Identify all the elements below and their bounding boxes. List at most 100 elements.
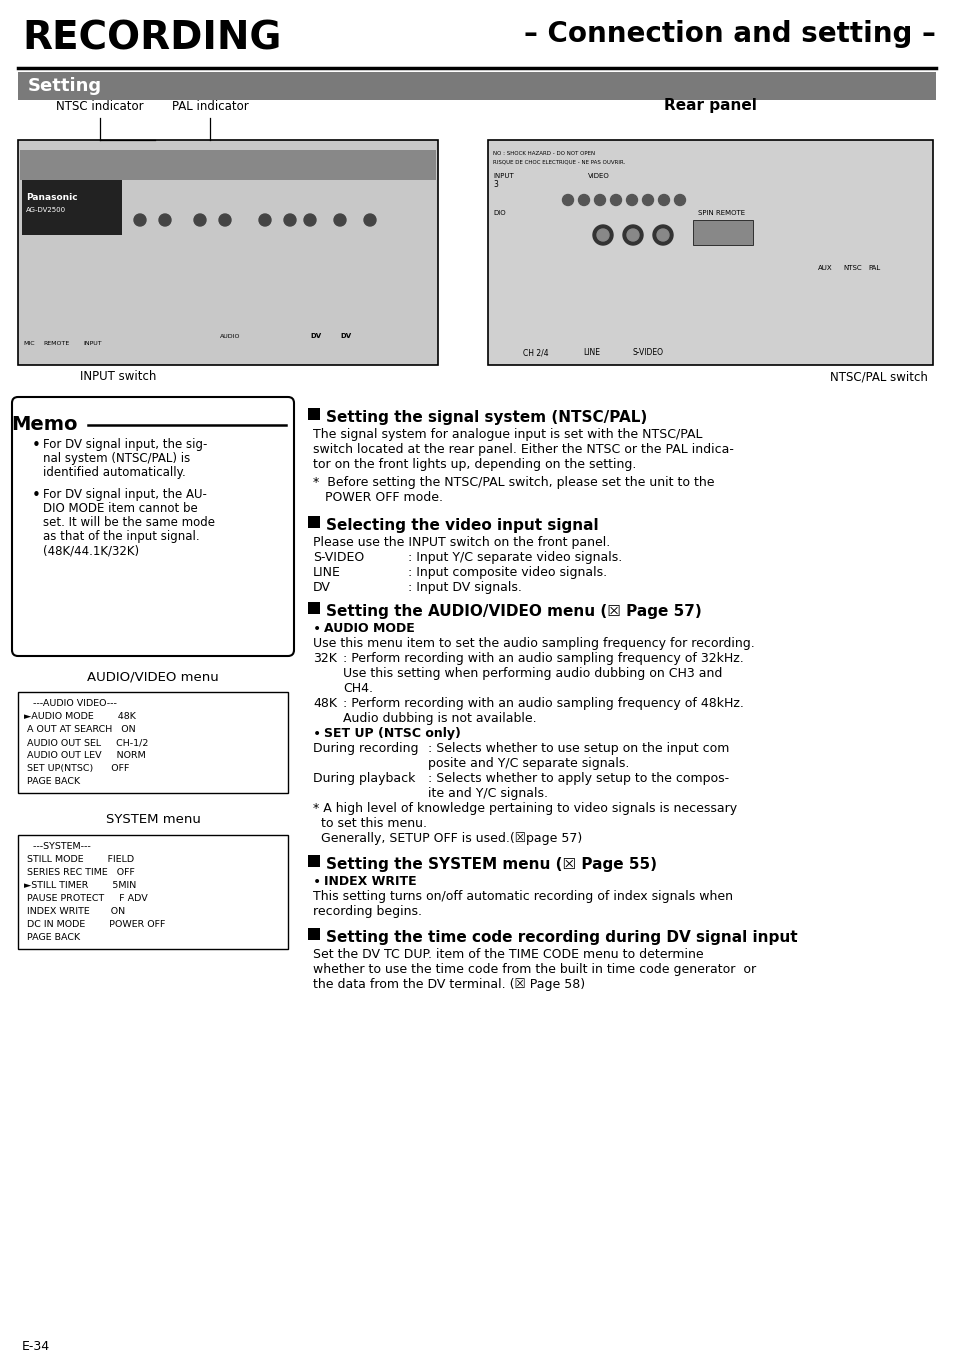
Text: INDEX WRITE       ON: INDEX WRITE ON bbox=[24, 907, 125, 917]
Text: AUDIO/VIDEO menu: AUDIO/VIDEO menu bbox=[87, 671, 218, 683]
Text: – Connection and setting –: – Connection and setting – bbox=[523, 20, 935, 49]
Text: DV: DV bbox=[313, 581, 331, 594]
Text: Use this menu item to set the audio sampling frequency for recording.: Use this menu item to set the audio samp… bbox=[313, 637, 754, 650]
Text: CH4.: CH4. bbox=[343, 681, 373, 695]
Text: AUX: AUX bbox=[817, 265, 832, 270]
Circle shape bbox=[594, 195, 605, 206]
Text: A OUT AT SEARCH   ON: A OUT AT SEARCH ON bbox=[24, 725, 135, 734]
Circle shape bbox=[658, 195, 669, 206]
Text: Setting the signal system (NTSC/PAL): Setting the signal system (NTSC/PAL) bbox=[326, 410, 646, 425]
Circle shape bbox=[641, 195, 653, 206]
Text: SET UP(NTSC)      OFF: SET UP(NTSC) OFF bbox=[24, 764, 130, 773]
Text: Panasonic: Panasonic bbox=[26, 193, 77, 201]
Text: AG-DV2500: AG-DV2500 bbox=[26, 207, 66, 214]
Text: Setting the AUDIO/VIDEO menu (☒ Page 57): Setting the AUDIO/VIDEO menu (☒ Page 57) bbox=[326, 604, 701, 619]
Text: : Perform recording with an audio sampling frequency of 48kHz.: : Perform recording with an audio sampli… bbox=[343, 698, 743, 710]
Text: REMOTE: REMOTE bbox=[43, 341, 70, 346]
Circle shape bbox=[657, 228, 668, 241]
Text: AUDIO OUT LEV     NORM: AUDIO OUT LEV NORM bbox=[24, 750, 146, 760]
Text: DIO MODE item cannot be: DIO MODE item cannot be bbox=[43, 502, 197, 515]
Text: ►STILL TIMER        5MIN: ►STILL TIMER 5MIN bbox=[24, 882, 136, 890]
Text: INDEX WRITE: INDEX WRITE bbox=[324, 875, 416, 888]
Text: S-VIDEO: S-VIDEO bbox=[313, 552, 364, 564]
Text: *  Before setting the NTSC/PAL switch, please set the unit to the: * Before setting the NTSC/PAL switch, pl… bbox=[313, 476, 714, 489]
Text: 3: 3 bbox=[493, 180, 497, 189]
Text: Generally, SETUP OFF is used.(☒page 57): Generally, SETUP OFF is used.(☒page 57) bbox=[313, 831, 581, 845]
Circle shape bbox=[304, 214, 315, 226]
Bar bbox=[18, 836, 288, 949]
Text: : Selects whether to apply setup to the compos-: : Selects whether to apply setup to the … bbox=[428, 772, 728, 786]
Text: Selecting the video input signal: Selecting the video input signal bbox=[326, 518, 598, 533]
Text: ite and Y/C signals.: ite and Y/C signals. bbox=[428, 787, 547, 800]
Text: PAGE BACK: PAGE BACK bbox=[24, 933, 80, 942]
Circle shape bbox=[562, 195, 573, 206]
Text: * A high level of knowledge pertaining to video signals is necessary: * A high level of knowledge pertaining t… bbox=[313, 802, 737, 815]
Text: as that of the input signal.: as that of the input signal. bbox=[43, 530, 199, 544]
Text: INPUT: INPUT bbox=[493, 173, 514, 178]
Text: SERIES REC TIME   OFF: SERIES REC TIME OFF bbox=[24, 868, 134, 877]
Bar bbox=[22, 180, 122, 235]
Text: tor on the front lights up, depending on the setting.: tor on the front lights up, depending on… bbox=[313, 458, 636, 470]
Bar bbox=[20, 150, 436, 180]
Text: NTSC indicator: NTSC indicator bbox=[56, 100, 144, 114]
Circle shape bbox=[219, 214, 231, 226]
Bar bbox=[18, 692, 288, 794]
Bar bbox=[308, 602, 319, 614]
Text: The signal system for analogue input is set with the NTSC/PAL: The signal system for analogue input is … bbox=[313, 429, 701, 441]
Text: (48K/44.1K/32K): (48K/44.1K/32K) bbox=[43, 544, 139, 557]
FancyBboxPatch shape bbox=[488, 141, 932, 365]
Text: Set the DV TC DUP. item of the TIME CODE menu to determine: Set the DV TC DUP. item of the TIME CODE… bbox=[313, 948, 703, 961]
Text: POWER OFF mode.: POWER OFF mode. bbox=[313, 491, 442, 504]
Text: •: • bbox=[32, 488, 41, 503]
Text: RECORDING: RECORDING bbox=[22, 20, 281, 58]
Text: RISQUE DE CHOC ELECTRIQUE - NE PAS OUVRIR.: RISQUE DE CHOC ELECTRIQUE - NE PAS OUVRI… bbox=[493, 160, 624, 164]
Text: SYSTEM menu: SYSTEM menu bbox=[106, 813, 200, 826]
Circle shape bbox=[284, 214, 295, 226]
Text: recording begins.: recording begins. bbox=[313, 904, 421, 918]
Text: •: • bbox=[313, 875, 321, 890]
Text: •: • bbox=[313, 622, 321, 635]
Text: MIC: MIC bbox=[23, 341, 34, 346]
Text: Memo: Memo bbox=[11, 415, 78, 434]
Text: Setting the time code recording during DV signal input: Setting the time code recording during D… bbox=[326, 930, 797, 945]
Text: identified automatically.: identified automatically. bbox=[43, 466, 186, 479]
Text: SPIN REMOTE: SPIN REMOTE bbox=[698, 210, 744, 216]
Text: NTSC/PAL switch: NTSC/PAL switch bbox=[829, 370, 927, 383]
Text: •: • bbox=[32, 438, 41, 453]
Text: : Input DV signals.: : Input DV signals. bbox=[408, 581, 521, 594]
Text: NO : SHOCK HAZARD - DO NOT OPEN: NO : SHOCK HAZARD - DO NOT OPEN bbox=[493, 151, 595, 155]
Text: Setting: Setting bbox=[28, 77, 102, 95]
Circle shape bbox=[334, 214, 346, 226]
Text: 32K: 32K bbox=[313, 652, 336, 665]
Circle shape bbox=[652, 224, 672, 245]
Circle shape bbox=[626, 195, 637, 206]
Text: nal system (NTSC/PAL) is: nal system (NTSC/PAL) is bbox=[43, 452, 190, 465]
Circle shape bbox=[364, 214, 375, 226]
Circle shape bbox=[610, 195, 620, 206]
Text: posite and Y/C separate signals.: posite and Y/C separate signals. bbox=[428, 757, 629, 771]
Text: S-VIDEO: S-VIDEO bbox=[633, 347, 663, 357]
Circle shape bbox=[626, 228, 639, 241]
Text: SET UP (NTSC only): SET UP (NTSC only) bbox=[324, 727, 460, 740]
Text: AUDIO MODE: AUDIO MODE bbox=[324, 622, 415, 635]
Text: : Input composite video signals.: : Input composite video signals. bbox=[408, 566, 606, 579]
Circle shape bbox=[159, 214, 171, 226]
Text: This setting turns on/off automatic recording of index signals when: This setting turns on/off automatic reco… bbox=[313, 890, 732, 903]
Text: ---SYSTEM---: ---SYSTEM--- bbox=[24, 842, 91, 850]
Text: PAL: PAL bbox=[867, 265, 880, 270]
Text: INPUT: INPUT bbox=[83, 341, 102, 346]
Text: set. It will be the same mode: set. It will be the same mode bbox=[43, 516, 214, 529]
Text: Rear panel: Rear panel bbox=[663, 97, 756, 114]
Text: During recording: During recording bbox=[313, 742, 418, 754]
Text: STILL MODE        FIELD: STILL MODE FIELD bbox=[24, 854, 134, 864]
Text: For DV signal input, the sig-: For DV signal input, the sig- bbox=[43, 438, 207, 452]
Circle shape bbox=[578, 195, 589, 206]
Text: E-34: E-34 bbox=[22, 1340, 51, 1352]
Bar bbox=[308, 408, 319, 420]
Text: DV: DV bbox=[339, 333, 351, 339]
Text: : Perform recording with an audio sampling frequency of 32kHz.: : Perform recording with an audio sampli… bbox=[343, 652, 743, 665]
Text: Use this setting when performing audio dubbing on CH3 and: Use this setting when performing audio d… bbox=[343, 667, 721, 680]
Text: PAGE BACK: PAGE BACK bbox=[24, 777, 80, 786]
FancyBboxPatch shape bbox=[18, 141, 437, 365]
Text: LINE: LINE bbox=[313, 566, 340, 579]
